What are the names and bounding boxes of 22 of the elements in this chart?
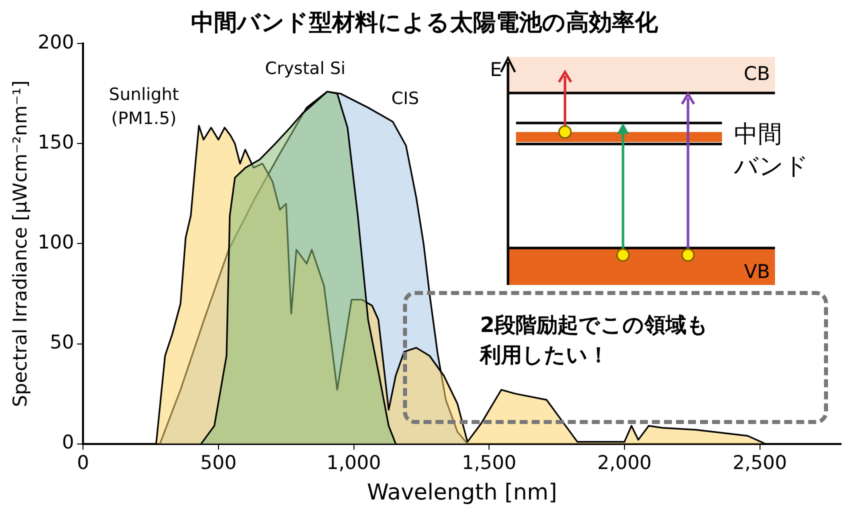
series-label: Crystal Si: [264, 59, 346, 80]
x-tick-label: 2,000: [597, 452, 652, 474]
x-tick-label: 0: [77, 452, 90, 474]
annotation: CB: [744, 63, 770, 85]
x-tick-label: 1,000: [326, 452, 381, 474]
x-tick-label: 1,500: [462, 452, 516, 474]
series-label: CIS: [391, 89, 420, 110]
x-axis-title: Wavelength [nm]: [367, 480, 558, 506]
y-tick-label: 100: [38, 232, 74, 254]
x-tick-label: 500: [200, 452, 237, 474]
chart-title: 中間バンド型材料による太陽電池の高効率化: [191, 8, 659, 36]
y-tick-label: 50: [50, 332, 74, 354]
x-tick-label: 2,500: [732, 452, 787, 474]
series-label: Sunlight (PM1.5): [108, 85, 180, 130]
y-axis-title: Spectral Irradiance [μWcm⁻²nm⁻¹]: [9, 80, 32, 408]
annotation: E: [490, 59, 502, 81]
annotation: VB: [744, 261, 770, 283]
y-tick-label: 150: [38, 132, 74, 154]
y-tick-label: 0: [62, 432, 74, 454]
y-tick-label: 200: [38, 32, 74, 54]
annotation: 2段階励起でこの領域も利用したい！: [480, 312, 710, 369]
annotation: 中間バンド: [733, 120, 809, 180]
